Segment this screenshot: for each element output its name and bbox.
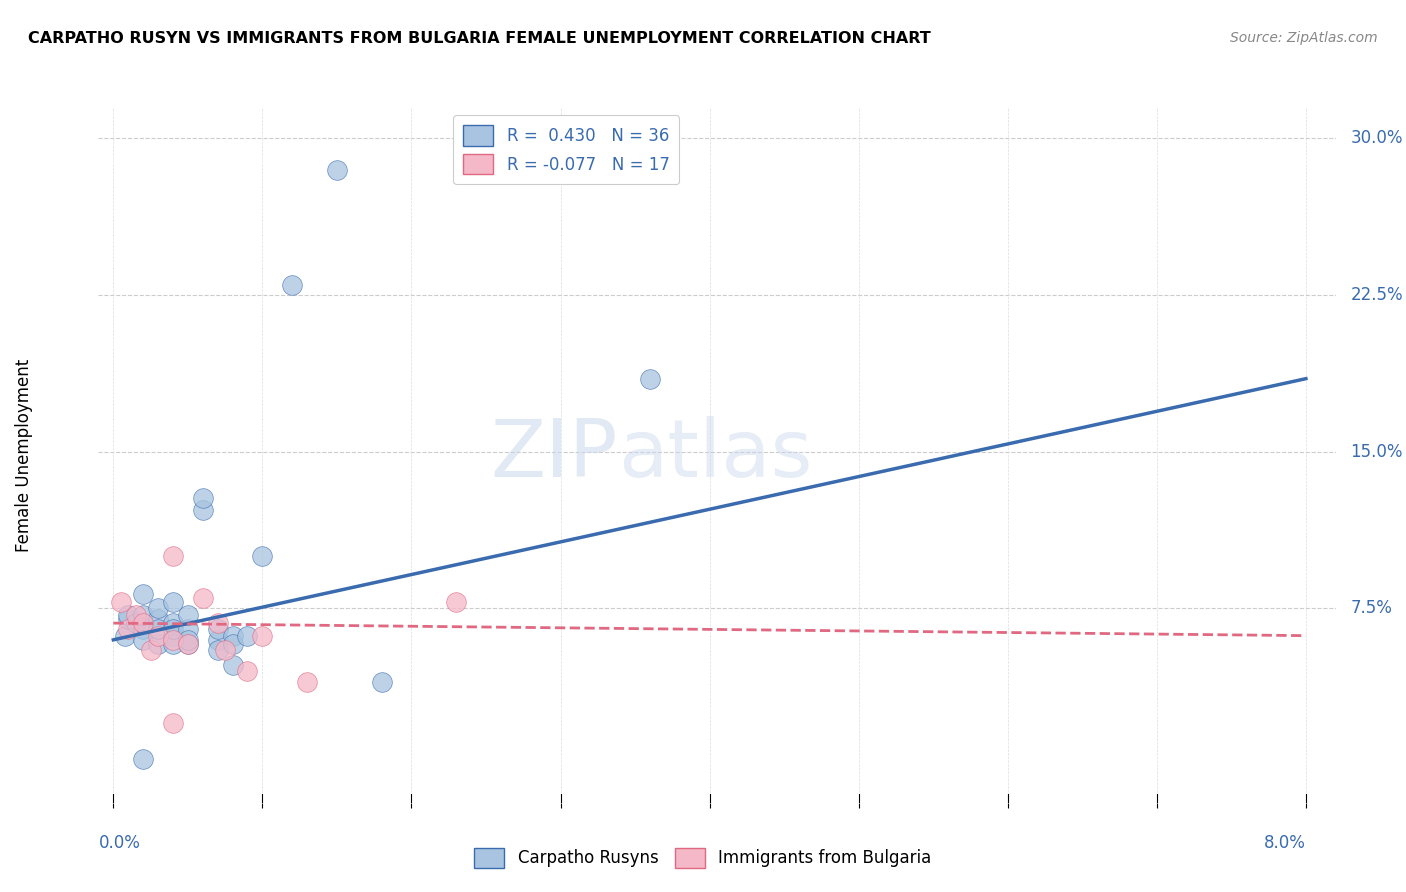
Text: 8.0%: 8.0%: [1264, 834, 1306, 852]
Point: [114, 629, 136, 643]
Point: [177, 637, 200, 651]
Point: [444, 595, 467, 609]
Point: [132, 623, 155, 637]
Point: [146, 637, 169, 651]
Point: [252, 549, 274, 564]
Point: [177, 632, 200, 647]
Point: [162, 629, 184, 643]
Text: 22.5%: 22.5%: [1351, 286, 1403, 304]
Point: [221, 629, 243, 643]
Text: ZIP: ZIP: [491, 416, 619, 494]
Point: [207, 623, 229, 637]
Point: [177, 607, 200, 622]
Text: Source: ZipAtlas.com: Source: ZipAtlas.com: [1230, 31, 1378, 45]
Point: [252, 629, 274, 643]
Point: [236, 629, 259, 643]
Legend: R =  0.430   N = 36, R = -0.077   N = 17: R = 0.430 N = 36, R = -0.077 N = 17: [453, 115, 679, 185]
Point: [295, 674, 318, 689]
Point: [146, 601, 169, 615]
Point: [207, 643, 229, 657]
Point: [191, 503, 214, 517]
Point: [162, 595, 184, 609]
Point: [236, 664, 259, 678]
Point: [125, 616, 148, 631]
Text: 0.0%: 0.0%: [98, 834, 141, 852]
Point: [132, 616, 155, 631]
Text: 15.0%: 15.0%: [1351, 442, 1403, 461]
Point: [370, 674, 392, 689]
Point: [162, 616, 184, 631]
Point: [132, 752, 155, 766]
Point: [110, 595, 132, 609]
Point: [326, 162, 349, 177]
Point: [117, 612, 139, 626]
Point: [146, 612, 169, 626]
Point: [281, 277, 304, 292]
Point: [162, 716, 184, 731]
Point: [221, 657, 243, 672]
Point: [117, 623, 139, 637]
Point: [177, 637, 200, 651]
Point: [132, 587, 155, 601]
Point: [125, 607, 148, 622]
Point: [162, 632, 184, 647]
Text: 7.5%: 7.5%: [1351, 599, 1392, 617]
Point: [132, 632, 155, 647]
Point: [207, 632, 229, 647]
Point: [162, 549, 184, 564]
Point: [638, 372, 661, 386]
Point: [191, 491, 214, 505]
Point: [117, 607, 139, 622]
Point: [191, 591, 214, 605]
Point: [139, 643, 162, 657]
Point: [146, 623, 169, 637]
Point: [162, 623, 184, 637]
Text: CARPATHO RUSYN VS IMMIGRANTS FROM BULGARIA FEMALE UNEMPLOYMENT CORRELATION CHART: CARPATHO RUSYN VS IMMIGRANTS FROM BULGAR…: [28, 31, 931, 46]
Legend: Carpatho Rusyns, Immigrants from Bulgaria: Carpatho Rusyns, Immigrants from Bulgari…: [468, 841, 938, 875]
Point: [214, 643, 236, 657]
Text: 30.0%: 30.0%: [1351, 129, 1403, 147]
Point: [162, 637, 184, 651]
Point: [132, 607, 155, 622]
Point: [221, 637, 243, 651]
Text: atlas: atlas: [619, 416, 813, 494]
Point: [207, 616, 229, 631]
Point: [177, 623, 200, 637]
Point: [146, 629, 169, 643]
Text: Female Unemployment: Female Unemployment: [15, 359, 34, 551]
